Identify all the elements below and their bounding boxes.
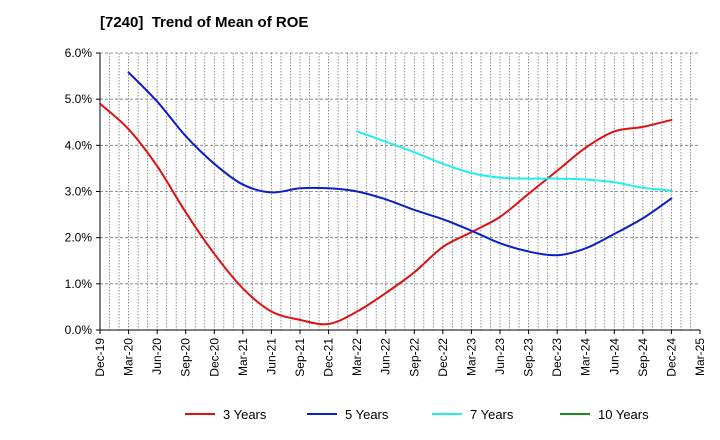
x-tick-label: Dec-23 (550, 338, 564, 377)
legend-label-3-years: 3 Years (223, 407, 267, 422)
axes: 0.0% 1.0% 2.0% 3.0% 4.0% 5.0% 6.0% Dec-19 Mar-20… (65, 46, 707, 377)
x-tick-label: Sep-24 (636, 338, 650, 377)
y-tick-label: 3.0% (65, 185, 93, 199)
series-lines (99, 71, 673, 326)
legend: 3 Years 5 Years 7 Years 10 Years (185, 407, 649, 422)
x-tick-label: Dec-24 (664, 338, 678, 377)
x-tick-label: Sep-20 (179, 338, 193, 377)
x-tick-label: Mar-25 (693, 338, 707, 376)
legend-label-5-years: 5 Years (345, 407, 389, 422)
x-tick-label: Sep-23 (522, 338, 536, 377)
x-tick-label: Jun-21 (264, 338, 278, 375)
series-line-7-years (356, 130, 673, 192)
x-tick-label: Sep-22 (407, 338, 421, 377)
x-tick-label: Jun-20 (150, 338, 164, 375)
y-tick-label: 6.0% (65, 46, 93, 60)
series-line-5-years (127, 71, 673, 257)
legend-label-10-years: 10 Years (598, 407, 649, 422)
x-tick-label: Dec-19 (93, 338, 107, 377)
y-tick-label: 5.0% (65, 92, 93, 106)
x-tick-label: Mar-23 (464, 338, 478, 376)
y-tick-label: 1.0% (65, 277, 93, 291)
x-tick-label: Sep-21 (293, 338, 307, 377)
x-tick-label: Jun-23 (493, 338, 507, 375)
grid-lines (100, 52, 700, 330)
x-tick-label: Mar-24 (579, 338, 593, 376)
x-tick-label: Dec-21 (322, 338, 336, 377)
x-tick-label: Mar-22 (350, 338, 364, 376)
x-tick-label: Mar-20 (122, 338, 136, 376)
y-tick-label: 0.0% (65, 323, 93, 337)
x-tick-label: Jun-22 (379, 338, 393, 375)
legend-label-7-years: 7 Years (470, 407, 514, 422)
x-tick-label: Jun-24 (607, 338, 621, 375)
x-tick-label: Dec-22 (436, 338, 450, 377)
y-tick-label: 2.0% (65, 231, 93, 245)
y-tick-label: 4.0% (65, 138, 93, 152)
series-line-3-years (99, 102, 673, 326)
chart-title: [7240] Trend of Mean of ROE (100, 14, 309, 31)
x-tick-label: Mar-21 (236, 338, 250, 376)
x-tick-label: Dec-20 (207, 338, 221, 377)
